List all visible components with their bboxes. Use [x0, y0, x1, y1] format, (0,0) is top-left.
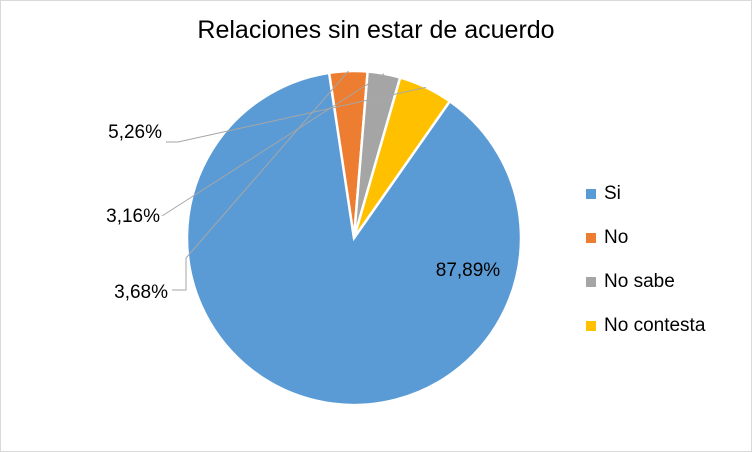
- legend-label-no-contesta: No contesta: [604, 315, 706, 336]
- legend-label-si: Si: [604, 183, 621, 204]
- leader-line-no-sabe: [161, 73, 385, 217]
- data-label-no-contesta: 5,26%: [108, 122, 162, 143]
- data-label-no-sabe: 3,16%: [106, 206, 160, 227]
- legend-swatch-no-contesta: [586, 321, 596, 331]
- chart-title: Relaciones sin estar de acuerdo: [197, 16, 555, 44]
- legend-swatch-no-sabe: [586, 277, 596, 287]
- legend: Si No No sabe No contesta: [586, 172, 705, 348]
- legend-item-no-contesta: No contesta: [586, 304, 705, 348]
- leader-line-no: [172, 70, 349, 291]
- data-label-si: 87,89%: [436, 260, 501, 281]
- legend-item-no-sabe: No sabe: [586, 260, 705, 304]
- legend-swatch-si: [586, 189, 596, 199]
- data-label-no: 3,68%: [114, 282, 168, 303]
- legend-item-si: Si: [586, 172, 705, 216]
- legend-swatch-no: [586, 233, 596, 243]
- legend-item-no: No: [586, 216, 705, 260]
- leader-line-no-contesta: [166, 86, 427, 143]
- legend-label-no-sabe: No sabe: [604, 271, 675, 292]
- pie-slice-si: [185, 71, 523, 407]
- legend-label-no: No: [604, 227, 629, 248]
